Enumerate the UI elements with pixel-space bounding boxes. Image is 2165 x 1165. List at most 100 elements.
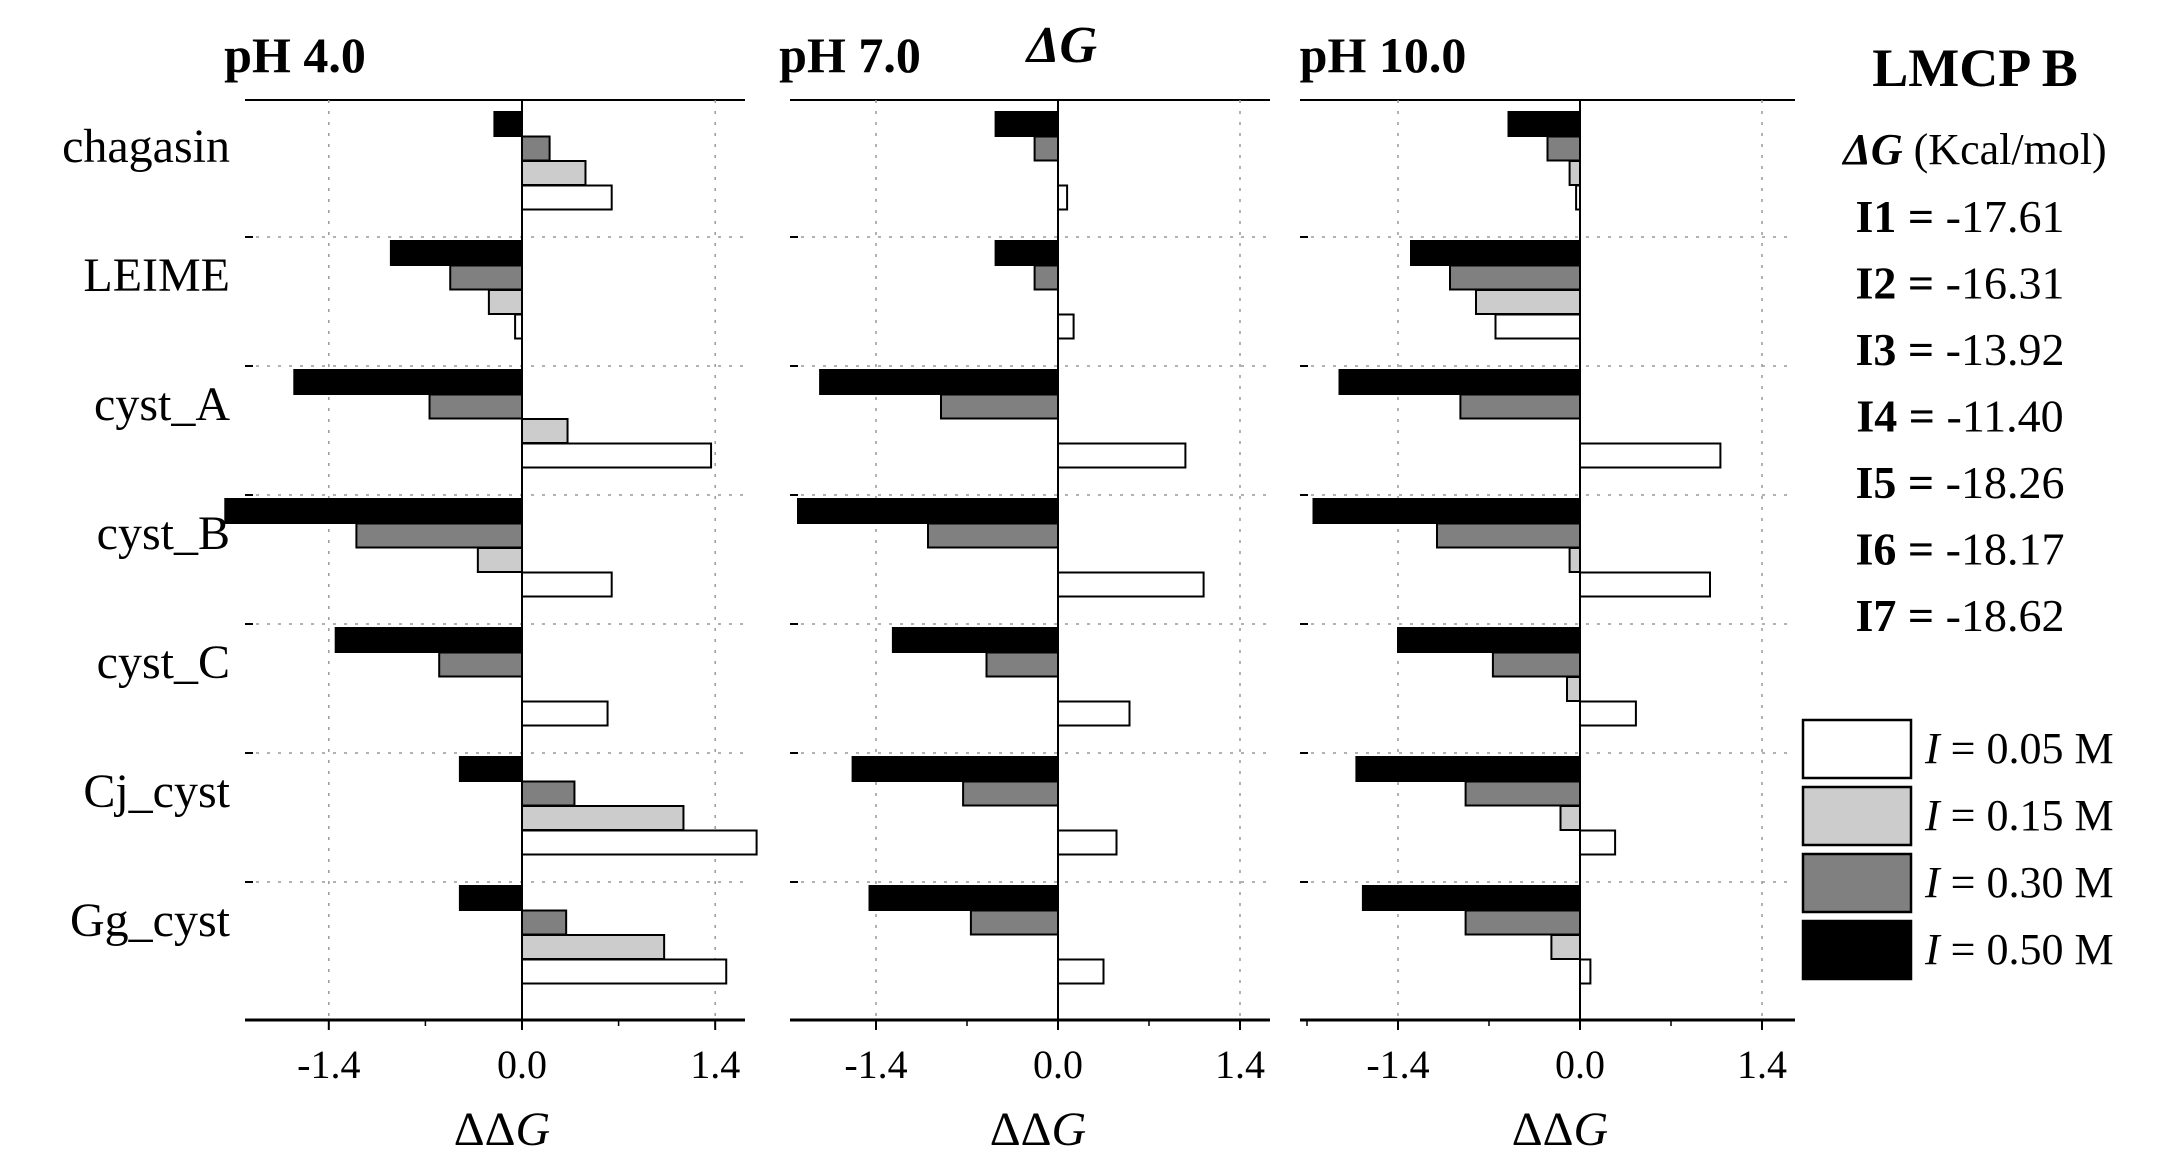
- bar: [891, 627, 1060, 653]
- bar: [1057, 442, 1187, 469]
- bar: [487, 289, 524, 315]
- x-tick-label: 0.0: [1555, 1042, 1605, 1087]
- bar: [521, 805, 685, 831]
- category-label: chagasin: [62, 120, 230, 173]
- bar: [1475, 289, 1581, 315]
- bar: [1464, 909, 1581, 936]
- bar: [1568, 160, 1581, 186]
- panel-title: pH 4.0: [224, 27, 366, 83]
- legend-label: I = 0.50 M: [1924, 925, 2114, 974]
- bar: [1579, 700, 1637, 727]
- x-tick-label: -1.4: [1366, 1042, 1429, 1087]
- bar: [521, 442, 713, 469]
- legend-label: I = 0.30 M: [1924, 858, 2114, 907]
- bar: [1397, 627, 1581, 653]
- bar: [428, 393, 524, 420]
- x-tick-label: -1.4: [844, 1042, 907, 1087]
- bar: [797, 498, 1059, 524]
- bar: [985, 651, 1059, 678]
- bar: [1579, 958, 1592, 985]
- panel-3: pH 10.0 -1.4 0.0 1.4 ΔΔG: [1300, 27, 1795, 1156]
- bar: [1057, 829, 1118, 856]
- bar: [1033, 135, 1059, 162]
- category-label: Cj_cyst: [83, 765, 230, 818]
- bar: [1436, 522, 1581, 549]
- panel-title: pH 10.0: [1300, 27, 1467, 83]
- legend-swatch: [1801, 785, 1913, 847]
- panel-1: pH 4.0 -1.4 0.0 1.4 ΔΔG: [224, 27, 758, 1156]
- bar: [969, 909, 1060, 936]
- bar: [521, 829, 758, 856]
- bar: [868, 885, 1059, 911]
- bar: [521, 160, 587, 186]
- bar: [1361, 885, 1582, 911]
- side-panel-unit-symbol: ΔG: [1841, 125, 1903, 174]
- bar: [458, 885, 523, 911]
- bar: [1546, 135, 1581, 162]
- bar: [1568, 547, 1581, 573]
- bar: [449, 264, 523, 291]
- bar: [1312, 498, 1581, 524]
- bar: [1464, 780, 1581, 807]
- bar: [514, 313, 523, 340]
- bar: [521, 135, 551, 162]
- category-label: LEIME: [83, 249, 230, 302]
- x-tick-label: 1.4: [690, 1042, 740, 1087]
- bar: [1057, 958, 1105, 985]
- side-panel-values: I1 = -17.61 I2 = -16.31 I3 = -13.92 I4 = -1…: [1856, 191, 2065, 641]
- bar: [1507, 111, 1581, 137]
- legend-label: I = 0.05 M: [1924, 724, 2114, 773]
- bar: [521, 184, 613, 211]
- side-panel-unit: ΔG (Kcal/mol): [1841, 125, 2106, 174]
- legend-swatch: [1801, 852, 1913, 914]
- bar: [819, 369, 1059, 395]
- bar: [458, 756, 523, 782]
- side-panel-value: I2 = -16.31: [1856, 258, 2065, 309]
- x-tick-label: 1.4: [1215, 1042, 1265, 1087]
- bar: [1559, 805, 1581, 831]
- bar: [851, 756, 1059, 782]
- bar: [994, 111, 1059, 137]
- category-label: Gg_cyst: [70, 894, 231, 947]
- bar: [224, 498, 524, 524]
- x-tick-label: -1.4: [297, 1042, 360, 1087]
- category-label: cyst_B: [97, 507, 230, 560]
- bar: [1579, 442, 1722, 469]
- bar: [1033, 264, 1059, 291]
- bar: [521, 418, 569, 444]
- bar: [1566, 676, 1581, 702]
- category-label: cyst_A: [94, 378, 230, 431]
- bar: [1550, 934, 1582, 960]
- panel-title: pH 7.0: [779, 27, 921, 83]
- bar: [293, 369, 523, 395]
- category-labels: chagasin LEIME cyst_A cyst_B cyst_C Cj_cyst Gg…: [62, 120, 231, 947]
- bar: [389, 240, 523, 266]
- x-tick-label: 0.0: [497, 1042, 547, 1087]
- panel-2: pH 7.0 -1.4 0.0 1.4 ΔΔG: [779, 27, 1270, 1156]
- bar: [521, 700, 609, 727]
- x-tick-label: 0.0: [1033, 1042, 1083, 1087]
- bar: [1410, 240, 1581, 266]
- bar: [334, 627, 524, 653]
- side-panel-value: I6 = -18.17: [1856, 524, 2065, 575]
- bar: [927, 522, 1059, 549]
- side-panel-value: I5 = -18.26: [1856, 457, 2065, 508]
- bar: [940, 393, 1059, 420]
- bar: [493, 111, 523, 137]
- bar: [521, 780, 576, 807]
- bar: [521, 958, 728, 985]
- bar: [1057, 571, 1205, 598]
- x-axis-label: ΔΔG: [990, 1103, 1086, 1156]
- bar: [521, 934, 666, 960]
- bar: [1459, 393, 1582, 420]
- x-axis-label: ΔΔG: [454, 1103, 550, 1156]
- bar: [1494, 313, 1581, 340]
- bar: [1338, 369, 1581, 395]
- bar: [1449, 264, 1581, 291]
- side-panel-value: I4 = -11.40: [1856, 391, 2063, 442]
- bar: [962, 780, 1059, 807]
- bar: [355, 522, 523, 549]
- bar: [1355, 756, 1582, 782]
- side-panel: LMCP B ΔG (Kcal/mol) I1 = -17.61 I2 = -16…: [1841, 38, 2106, 641]
